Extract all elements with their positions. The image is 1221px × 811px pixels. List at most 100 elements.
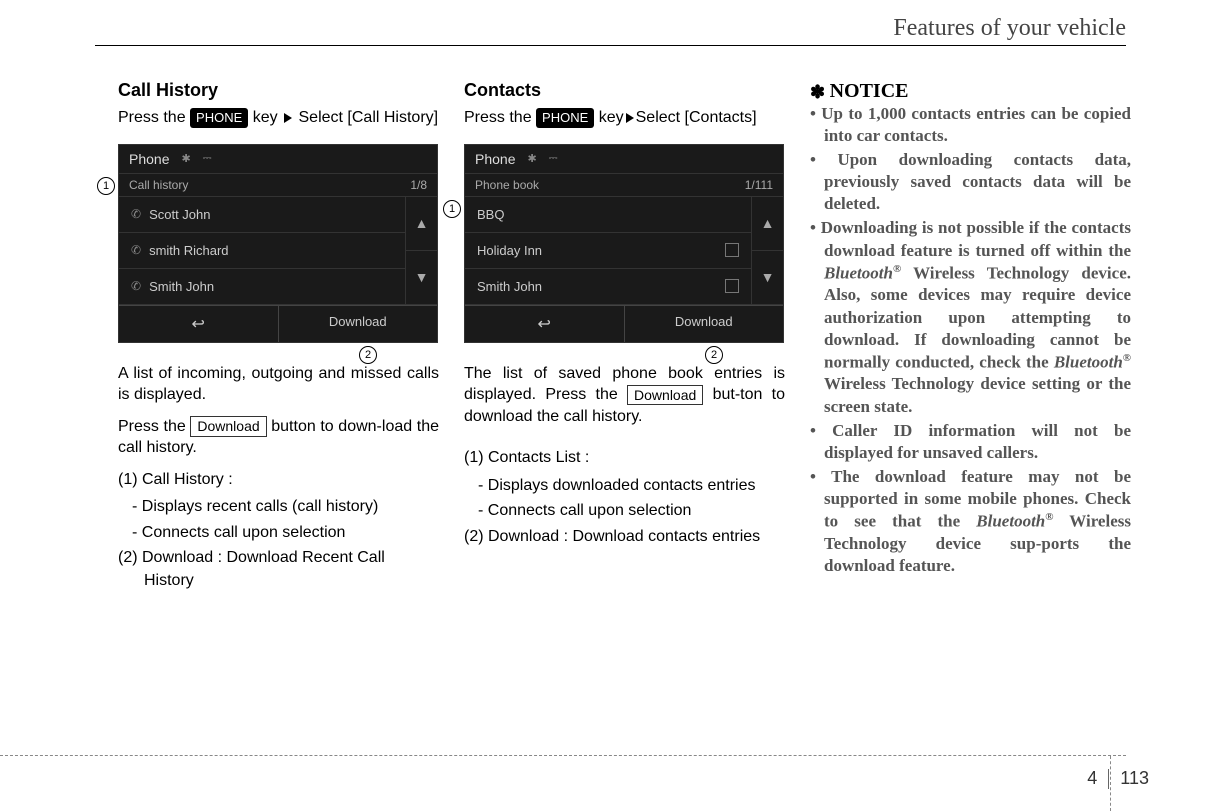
col1-body2-pre: Press the <box>118 418 190 435</box>
download-button[interactable]: Download <box>625 306 784 342</box>
col1-intro-post: key <box>248 109 282 126</box>
screenshot-contacts: 1 2 Phone ✱ ⎓ Phone book 1/111 BBQ Holid… <box>464 144 784 343</box>
col2-heading: Contacts <box>464 80 785 101</box>
col2-item1b: - Connects call upon selection <box>464 500 785 522</box>
col1-body2: Press the Download button to down-load t… <box>118 416 439 459</box>
notice-item: The download feature may not be supporte… <box>810 466 1131 577</box>
annotation-1: 1 <box>97 177 115 195</box>
ss-subheader-left: Phone book <box>475 178 539 192</box>
col1-item2: (2) Download : Download Recent Call Hist… <box>118 547 439 592</box>
screenshot-call-history: 1 2 Phone ✱ ⎓ Call history 1/8 ✆Scott Jo… <box>118 144 438 343</box>
col1-item1b: - Connects call upon selection <box>118 522 439 544</box>
header-divider <box>95 45 1126 46</box>
page-section: 4 <box>1087 768 1097 788</box>
ss-list: BBQ Holiday Inn Smith John <box>465 197 751 305</box>
ss-footer: ↩ Download <box>465 305 783 342</box>
notice-item: Up to 1,000 contacts entries can be copi… <box>810 103 1131 147</box>
col2-intro: Press the PHONE key Select [Contacts] <box>464 107 785 129</box>
star-icon: ✽ <box>810 82 830 102</box>
col1-body1: A list of incoming, outgoing and missed … <box>118 363 439 406</box>
triangle-icon <box>284 113 292 123</box>
triangle-icon <box>626 113 634 123</box>
phone-icon: ✆ <box>131 243 141 257</box>
row-text: BBQ <box>477 207 504 222</box>
row-text: Scott John <box>149 207 210 222</box>
notice-list: Up to 1,000 contacts entries can be copi… <box>810 103 1131 577</box>
row-text: Smith John <box>477 279 542 294</box>
ss-header: Phone ✱ ⎓ <box>119 145 437 174</box>
signal-icon: ⎓ <box>549 152 558 165</box>
annotation-1: 1 <box>443 200 461 218</box>
bluetooth-icon: ✱ <box>527 152 536 165</box>
col1-intro-pre: Press the <box>118 109 190 126</box>
header-title: Features of your vehicle <box>893 15 1126 42</box>
download-button[interactable]: Download <box>279 306 438 342</box>
ss-title: Phone <box>129 151 169 167</box>
row-text: Holiday Inn <box>477 243 542 258</box>
list-item[interactable]: ✆ Smith John <box>119 269 405 305</box>
list-item[interactable]: ✆smith Richard <box>119 233 405 269</box>
ss-body: ✆ Scott John ✆smith Richard ✆ Smith John ▲… <box>119 197 437 305</box>
ss-scroll: ▲ ▼ <box>405 197 437 305</box>
footer-divider <box>1108 769 1109 789</box>
col2-item1: (1) Contacts List : <box>464 447 785 469</box>
phone-key: PHONE <box>536 108 594 128</box>
notice-text: NOTICE <box>830 80 909 102</box>
scroll-down[interactable]: ▼ <box>406 251 437 305</box>
annotation-2: 2 <box>705 346 723 364</box>
notice-heading: ✽ NOTICE <box>810 80 1131 103</box>
ss-subheader: Call history 1/8 <box>119 174 437 197</box>
ss-subheader-right: 1/111 <box>745 178 773 192</box>
list-item[interactable]: BBQ <box>465 197 751 233</box>
checkbox[interactable] <box>725 279 739 293</box>
scroll-up[interactable]: ▲ <box>406 197 437 251</box>
page-footer: 4 113 <box>1087 768 1149 789</box>
notice-item: Upon downloading contacts data, previous… <box>810 149 1131 215</box>
ss-subheader-right: 1/8 <box>410 178 427 192</box>
page-number: 113 <box>1120 768 1149 788</box>
column-contacts: Contacts Press the PHONE key Select [Cont… <box>464 80 785 597</box>
notice-item: Caller ID information will not be displa… <box>810 420 1131 464</box>
ss-footer: ↩ Download <box>119 305 437 342</box>
notice-item: Downloading is not possible if the conta… <box>810 217 1131 417</box>
col2-body1: The list of saved phone book entries is … <box>464 363 785 428</box>
col2-intro-mid: key <box>599 109 624 126</box>
col2-item1a: - Displays downloaded contacts entries <box>464 475 785 497</box>
annotation-2: 2 <box>359 346 377 364</box>
col1-intro-end: Select [Call History] <box>294 109 438 126</box>
scroll-up[interactable]: ▲ <box>752 197 783 251</box>
ss-scroll: ▲ ▼ <box>751 197 783 305</box>
ss-list: ✆ Scott John ✆smith Richard ✆ Smith John <box>119 197 405 305</box>
phone-icon: ✆ <box>131 207 141 221</box>
signal-icon: ⎓ <box>203 152 212 165</box>
back-button[interactable]: ↩ <box>119 306 279 342</box>
col2-intro-end: Select [Contacts] <box>636 109 757 126</box>
checkbox[interactable] <box>725 243 739 257</box>
list-item[interactable]: ✆ Scott John <box>119 197 405 233</box>
ss-subheader-left: Call history <box>129 178 188 192</box>
ss-subheader: Phone book 1/111 <box>465 174 783 197</box>
col1-heading: Call History <box>118 80 439 101</box>
col2-intro-pre: Press the <box>464 109 536 126</box>
col1-item1a: - Displays recent calls (call history) <box>118 496 439 518</box>
ss-title: Phone <box>475 151 515 167</box>
ss-header: Phone ✱ ⎓ <box>465 145 783 174</box>
footer-dash-line <box>0 755 1126 756</box>
phone-icon: ✆ <box>131 279 141 293</box>
col2-item2: (2) Download : Download contacts entries <box>464 526 785 548</box>
content-area: Call History Press the PHONE key Select … <box>118 80 1131 597</box>
list-item[interactable]: Holiday Inn <box>465 233 751 269</box>
column-call-history: Call History Press the PHONE key Select … <box>118 80 439 597</box>
col1-intro: Press the PHONE key Select [Call History… <box>118 107 439 129</box>
column-notice: ✽ NOTICE Up to 1,000 contacts entries ca… <box>810 80 1131 597</box>
bluetooth-icon: ✱ <box>181 152 190 165</box>
phone-key: PHONE <box>190 108 248 128</box>
list-item[interactable]: Smith John <box>465 269 751 305</box>
back-button[interactable]: ↩ <box>465 306 625 342</box>
col1-item1: (1) Call History : <box>118 469 439 491</box>
ss-body: BBQ Holiday Inn Smith John ▲ ▼ <box>465 197 783 305</box>
row-text: Smith John <box>149 279 214 294</box>
download-label: Download <box>190 416 266 437</box>
download-label: Download <box>627 385 703 406</box>
scroll-down[interactable]: ▼ <box>752 251 783 305</box>
